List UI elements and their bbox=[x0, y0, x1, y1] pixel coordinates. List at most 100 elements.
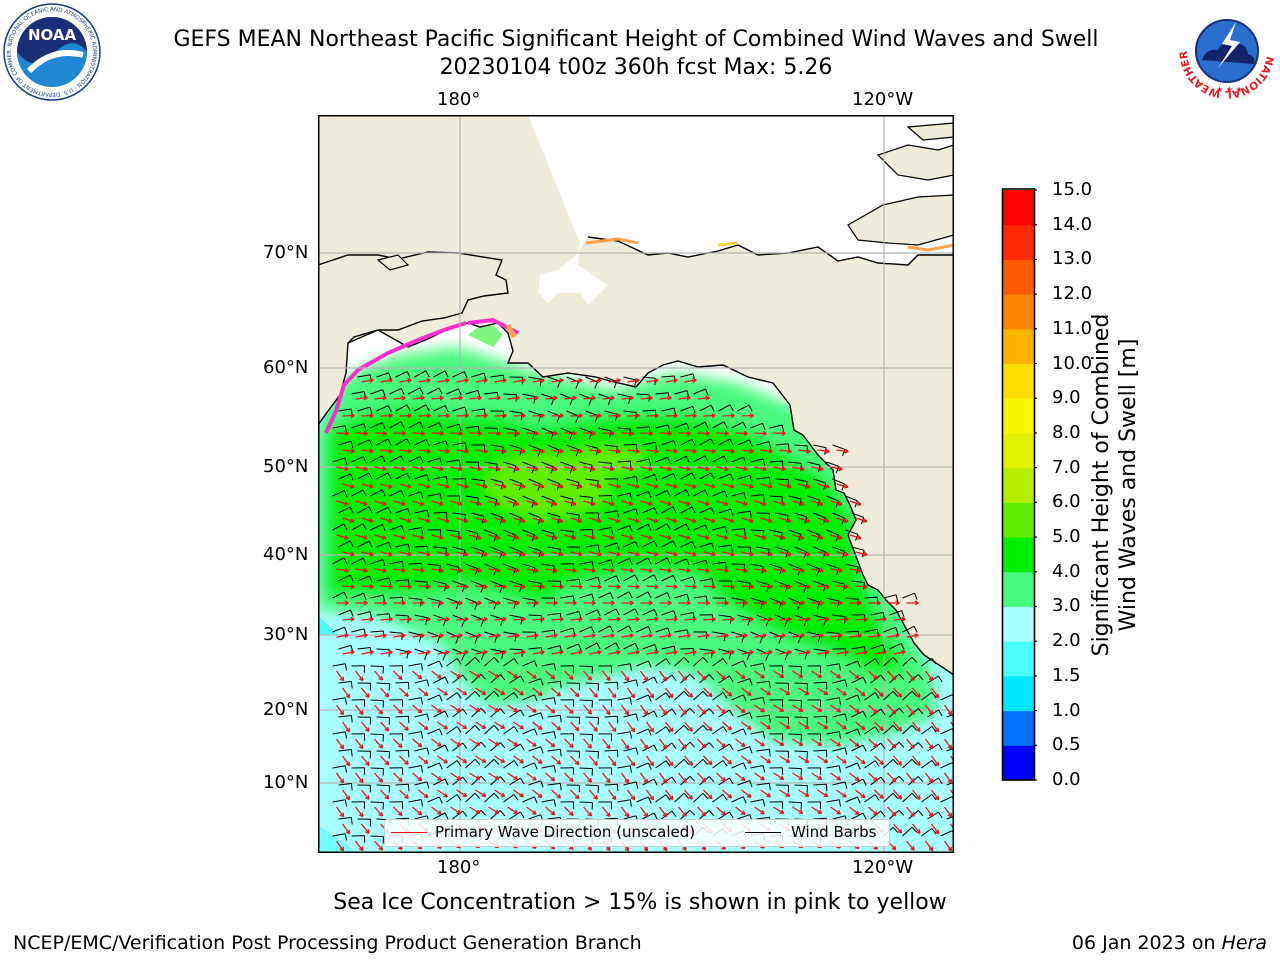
wind-barb bbox=[465, 597, 478, 604]
lon-label-bottom-120w: 120°W bbox=[852, 857, 914, 878]
wind-barb bbox=[446, 658, 458, 667]
wave-arrow-head bbox=[426, 551, 431, 556]
wave-arrow bbox=[380, 585, 393, 588]
wind-barb bbox=[883, 758, 894, 769]
wave-arrow bbox=[532, 618, 545, 621]
wind-barb bbox=[370, 455, 383, 463]
wave-arrow-head bbox=[361, 744, 364, 749]
wave-arrow-head bbox=[578, 483, 583, 488]
wave-arrow bbox=[583, 500, 596, 506]
wind-barb-feather bbox=[729, 709, 734, 717]
wind-barb bbox=[509, 743, 521, 752]
wave-arrow bbox=[678, 397, 691, 400]
wind-barb bbox=[522, 728, 535, 735]
wind-barb-feather bbox=[369, 611, 373, 619]
wave-arrow bbox=[602, 634, 615, 638]
wind-barb bbox=[490, 810, 501, 820]
wave-arrow-head bbox=[426, 649, 431, 653]
wave-arrow bbox=[703, 551, 716, 556]
wind-barb-feather bbox=[388, 372, 392, 380]
wave-arrow-head bbox=[401, 600, 406, 604]
wind-barb bbox=[712, 658, 724, 667]
wave-arrow-head bbox=[458, 395, 463, 399]
wind-barb bbox=[794, 478, 808, 483]
wave-arrow bbox=[836, 517, 849, 523]
wind-barb-feather bbox=[647, 660, 652, 668]
wave-arrow-head bbox=[894, 811, 897, 816]
wind-barb bbox=[484, 656, 495, 667]
wave-arrow-head bbox=[950, 812, 953, 817]
wave-arrow bbox=[601, 670, 611, 681]
wave-arrow-head bbox=[363, 567, 368, 572]
wave-arrow-head bbox=[825, 483, 830, 488]
wind-barb bbox=[680, 612, 694, 616]
wave-arrow-head bbox=[608, 744, 611, 749]
wave-arrow bbox=[716, 432, 729, 435]
wave-arrow-head bbox=[729, 793, 733, 799]
wind-barb bbox=[452, 580, 465, 586]
wave-arrow bbox=[735, 432, 748, 435]
wave-arrow-head bbox=[439, 633, 444, 636]
wind-barb bbox=[338, 440, 352, 446]
wind-barb bbox=[794, 716, 808, 719]
wind-barb bbox=[427, 660, 440, 667]
wind-barb-feather bbox=[702, 758, 709, 765]
wind-barb-feather bbox=[762, 799, 766, 807]
wind-barb bbox=[674, 656, 685, 667]
wave-arrow bbox=[532, 517, 545, 523]
wind-barb bbox=[490, 546, 503, 553]
wind-barb bbox=[547, 816, 561, 820]
wind-barb-feather bbox=[911, 656, 918, 663]
wave-arrow-head bbox=[863, 518, 868, 522]
wind-barb bbox=[560, 427, 573, 434]
wind-barb bbox=[598, 559, 611, 565]
wind-barb bbox=[788, 461, 802, 464]
wave-arrow bbox=[741, 618, 754, 621]
wind-barb bbox=[579, 495, 593, 498]
wave-arrow bbox=[887, 634, 900, 638]
wave-arrow-head bbox=[635, 448, 640, 453]
wave-arrow-head bbox=[616, 584, 621, 588]
wave-arrow-head bbox=[350, 649, 355, 653]
wave-arrow-head bbox=[654, 413, 659, 417]
wind-barb bbox=[446, 726, 458, 735]
wave-arrow-head bbox=[863, 584, 868, 588]
wave-arrow bbox=[374, 432, 387, 435]
wave-arrow bbox=[526, 397, 539, 400]
wind-barb bbox=[452, 442, 466, 446]
wave-arrow bbox=[849, 534, 862, 539]
wind-barb-feather bbox=[381, 455, 386, 463]
wave-arrow bbox=[513, 585, 526, 588]
wave-arrow bbox=[551, 755, 561, 765]
wave-arrow bbox=[722, 551, 735, 556]
wave-arrow bbox=[399, 449, 412, 453]
wave-arrow bbox=[703, 585, 716, 588]
wave-arrow-head bbox=[724, 535, 729, 539]
wind-barb-feather bbox=[931, 794, 937, 801]
wave-arrow-head bbox=[350, 616, 355, 620]
wave-arrow bbox=[475, 651, 488, 655]
wave-arrow bbox=[564, 738, 574, 748]
wind-barb bbox=[636, 557, 649, 565]
wind-barb bbox=[465, 563, 478, 570]
wind-barb-feather bbox=[671, 708, 677, 715]
wind-barb-feather bbox=[533, 762, 538, 770]
wave-arrow-head bbox=[502, 483, 507, 488]
wind-barb bbox=[332, 557, 345, 565]
wind-barb bbox=[712, 631, 726, 635]
wave-arrow-head bbox=[533, 742, 537, 747]
colorbar-band bbox=[1003, 710, 1034, 746]
wave-arrow bbox=[494, 449, 507, 453]
wind-barb-feather bbox=[689, 673, 696, 680]
wave-arrow-head bbox=[616, 413, 621, 417]
wave-arrow bbox=[513, 755, 524, 764]
wave-arrow-head bbox=[654, 616, 659, 620]
wave-arrow-head bbox=[912, 710, 915, 715]
wave-arrow-head bbox=[937, 761, 940, 766]
wind-barb-feather bbox=[710, 438, 715, 446]
land-masses bbox=[318, 115, 954, 676]
wave-arrow-head bbox=[388, 518, 393, 522]
wave-arrow bbox=[855, 651, 868, 655]
wind-barb bbox=[509, 811, 521, 820]
wind-barb-feather bbox=[540, 746, 544, 754]
